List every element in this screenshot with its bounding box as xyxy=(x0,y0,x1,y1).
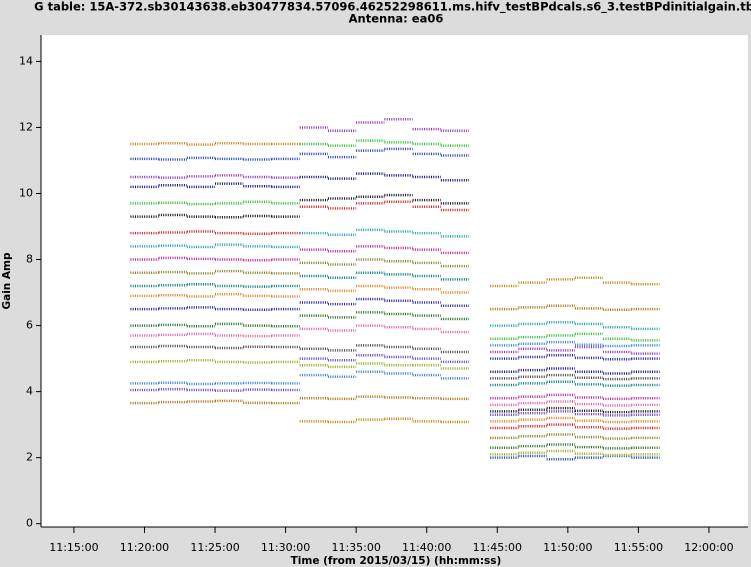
chart-title: G table: 15A-372.sb30143638.eb30477834.5… xyxy=(34,0,751,15)
x-tick-label: 11:40:00 xyxy=(402,541,451,554)
x-tick-label: 11:45:00 xyxy=(473,541,522,554)
y-tick-label: 14 xyxy=(19,54,33,67)
x-tick-label: 11:50:00 xyxy=(543,541,592,554)
plot-area xyxy=(41,35,748,527)
y-tick-label: 12 xyxy=(19,120,33,133)
x-tick-label: 11:55:00 xyxy=(614,541,663,554)
x-tick-label: 12:00:00 xyxy=(684,541,733,554)
y-tick-label: 10 xyxy=(19,186,33,199)
x-tick-label: 11:20:00 xyxy=(120,541,169,554)
y-tick-label: 6 xyxy=(26,319,33,332)
y-tick-label: 4 xyxy=(26,385,33,398)
x-tick-label: 11:35:00 xyxy=(331,541,380,554)
x-tick-label: 11:25:00 xyxy=(190,541,239,554)
x-axis-title: Time (from 2015/03/15) (hh:mm:ss) xyxy=(291,555,502,567)
y-tick-label: 2 xyxy=(26,451,33,464)
chart-subtitle: Antenna: ea06 xyxy=(349,12,444,26)
x-tick-label: 11:30:00 xyxy=(261,541,310,554)
y-tick-label: 8 xyxy=(26,253,33,266)
y-axis-title: Gain Amp xyxy=(1,252,13,310)
y-tick-label: 0 xyxy=(26,517,33,530)
x-tick-label: 11:15:00 xyxy=(49,541,98,554)
